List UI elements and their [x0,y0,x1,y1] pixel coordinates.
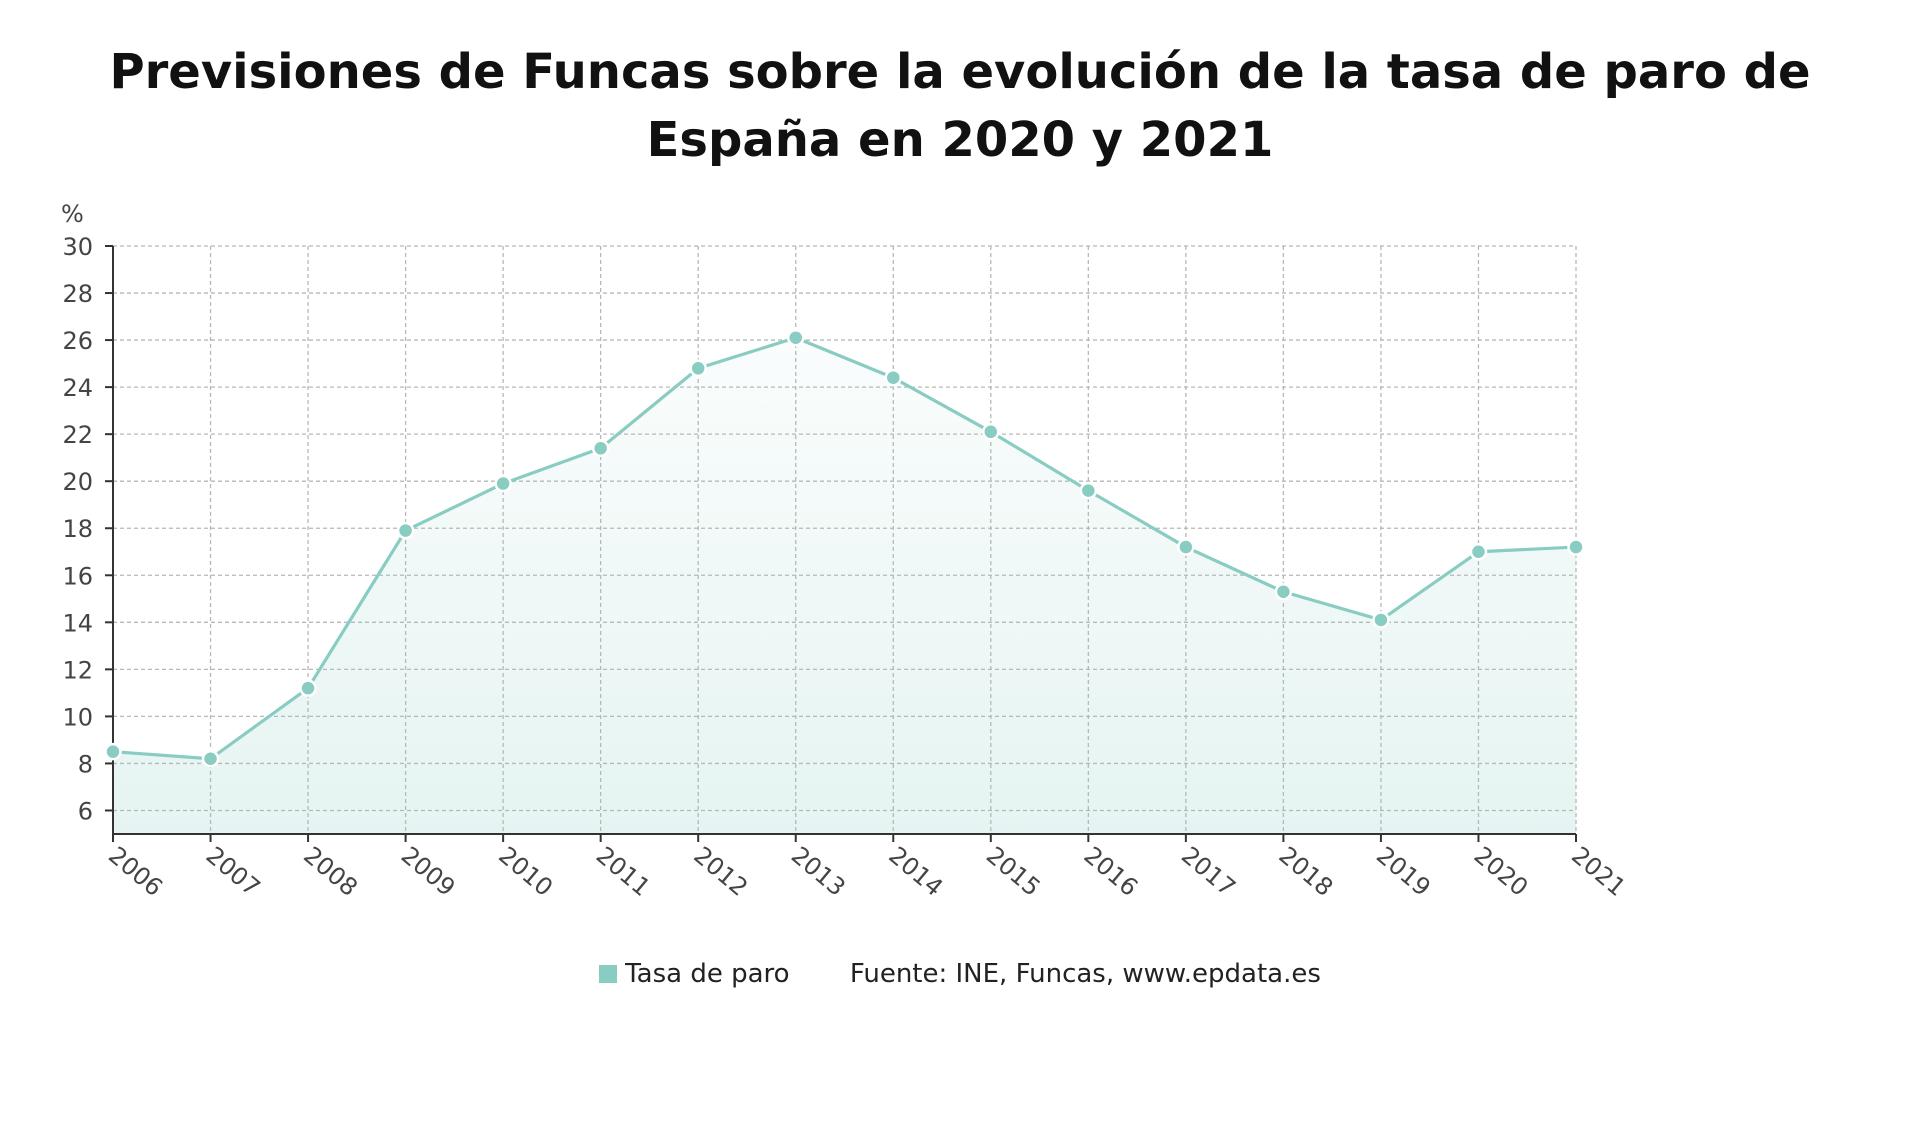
x-tick-label: 2010 [493,841,558,902]
x-tick-label: 2013 [786,841,851,902]
y-tick-label: 28 [62,280,93,308]
series-area-tasa-de-paro [113,337,1576,834]
y-tick-label: 22 [62,421,93,449]
y-tick-label: 14 [62,609,93,637]
x-tick-label: 2014 [883,841,948,902]
y-tick-label: 18 [62,515,93,543]
data-point [884,368,903,387]
data-point [494,474,512,493]
y-tick-label: 24 [62,374,93,402]
data-point [689,359,707,378]
y-tick-label: 26 [62,327,93,355]
chart-title: Previsiones de Funcas sobre la evolución… [0,38,1920,174]
data-point [982,423,1000,441]
data-point [786,328,805,347]
y-tick-label: 12 [62,656,93,684]
data-point [591,439,610,458]
data-point [201,749,220,768]
y-tick-label: 30 [62,233,93,261]
x-tick-label: 2012 [688,841,753,902]
source-note: Fuente: INE, Funcas, www.epdata.es [849,958,1321,989]
data-point [104,742,122,761]
legend-item-tasa-de-paro[interactable]: Tasa de paro [599,958,790,989]
x-tick-label: 2007 [201,841,266,902]
x-tick-label: 2020 [1469,841,1534,902]
data-point [299,679,317,697]
y-tick-label: 20 [62,468,93,496]
x-tick-label: 2008 [298,841,363,902]
y-tick-label: 10 [62,703,93,731]
series-line-tasa-de-paro [112,336,1577,761]
x-tick-label: 2021 [1566,841,1631,902]
legend: Tasa de paro Fuente: INE, Funcas, www.ep… [0,958,1920,989]
y-tick-label: 8 [78,750,93,778]
x-tick-label: 2015 [981,841,1046,902]
y-axis-unit-label: % [61,200,84,228]
legend-label: Tasa de paro [625,958,790,989]
x-tick-label: 2017 [1176,841,1241,902]
data-point [1274,582,1293,601]
chart-title-line-2: España en 2020 y 2021 [646,112,1274,168]
x-tick-label: 2006 [103,841,168,902]
y-tick-label: 6 [78,797,93,825]
data-point [1567,538,1585,556]
data-point [1177,538,1195,556]
x-tick-label: 2011 [591,841,656,902]
data-point [396,521,415,540]
y-tick-label: 16 [62,562,93,590]
x-tick-label: 2018 [1274,841,1339,902]
data-point [1372,611,1390,629]
x-tick-label: 2016 [1078,841,1143,902]
legend-swatch [599,964,618,983]
data-point [1079,481,1098,500]
chart-title-line-1: Previsiones de Funcas sobre la evolución… [109,44,1811,100]
data-point [1469,543,1488,561]
x-tick-label: 2019 [1371,841,1436,902]
x-tick-label: 2009 [396,841,461,902]
